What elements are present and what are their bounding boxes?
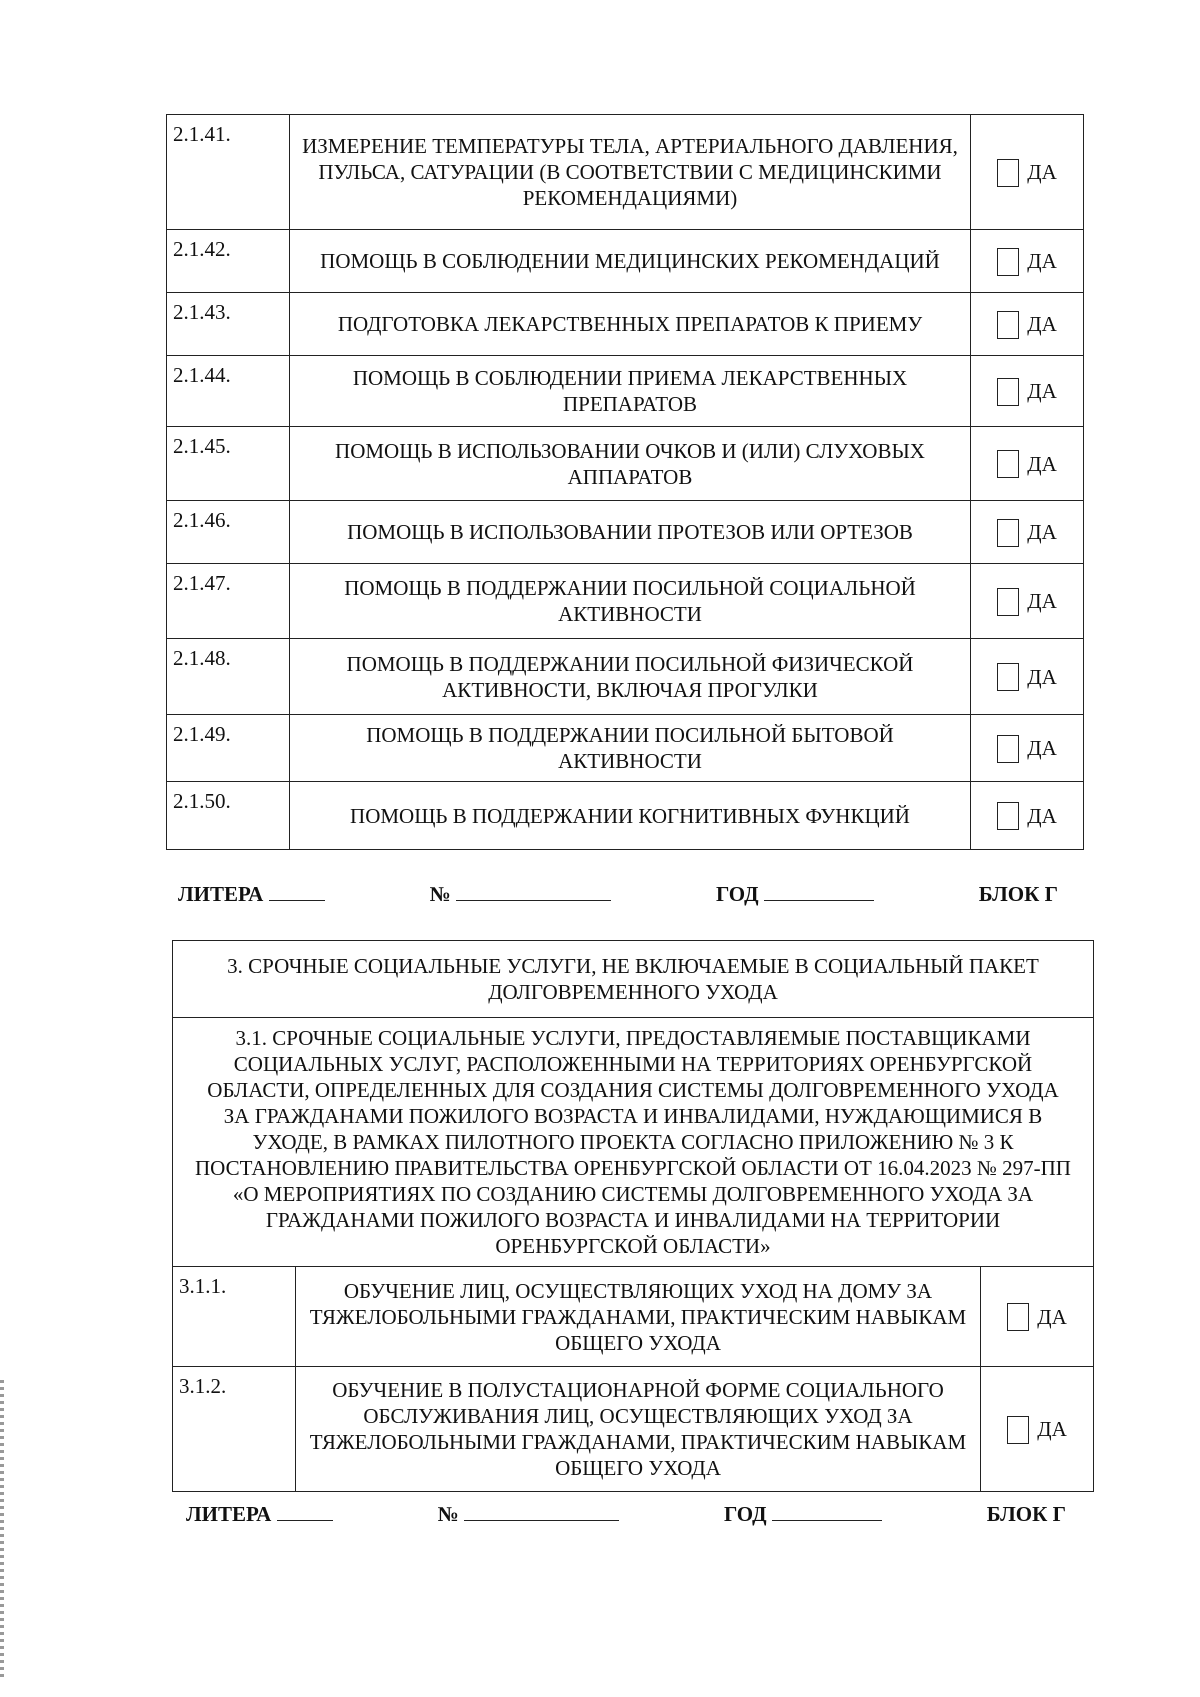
service-number: 2.1.45. — [166, 426, 290, 501]
service-row: 2.1.44. ПОМОЩЬ В СОБЛЮДЕНИИ ПРИЕМА ЛЕКАР… — [166, 355, 1084, 427]
number-field[interactable] — [455, 900, 611, 901]
yes-option[interactable]: ДА — [970, 355, 1084, 427]
yes-option[interactable]: ДА — [970, 229, 1084, 293]
service-row: 3.1.1. ОБУЧЕНИЕ ЛИЦ, ОСУЩЕСТВЛЯЮЩИХ УХОД… — [172, 1266, 1094, 1367]
checkbox[interactable] — [997, 450, 1020, 479]
service-number: 2.1.42. — [166, 229, 290, 293]
yes-label: ДА — [1027, 589, 1057, 614]
year-label: ГОД — [715, 882, 759, 906]
service-name: ПОМОЩЬ В ПОДДЕРЖАНИИ ПОСИЛЬНОЙ ФИЗИЧЕСКО… — [289, 638, 971, 715]
number-label: № — [437, 1502, 459, 1526]
yes-option[interactable]: ДА — [980, 1366, 1094, 1492]
yes-option[interactable]: ДА — [970, 114, 1084, 230]
yes-option[interactable]: ДА — [980, 1266, 1094, 1367]
yes-label: ДА — [1027, 452, 1057, 477]
yes-label: ДА — [1027, 249, 1057, 274]
service-name: ПОМОЩЬ В ПОДДЕРЖАНИИ ПОСИЛЬНОЙ БЫТОВОЙ А… — [289, 714, 971, 782]
service-number: 2.1.44. — [166, 355, 290, 427]
service-number: 3.1.2. — [172, 1366, 296, 1492]
checkbox[interactable] — [997, 158, 1020, 187]
number-label: № — [429, 882, 451, 906]
service-number: 2.1.47. — [166, 563, 290, 639]
service-number: 2.1.48. — [166, 638, 290, 715]
yes-option[interactable]: ДА — [970, 638, 1084, 715]
yes-option[interactable]: ДА — [970, 500, 1084, 564]
subsection-header-row: 3.1. СРОЧНЫЕ СОЦИАЛЬНЫЕ УСЛУГИ, ПРЕДОСТА… — [172, 1017, 1094, 1267]
yes-option[interactable]: ДА — [970, 563, 1084, 639]
service-number: 2.1.46. — [166, 500, 290, 564]
service-row: 2.1.43. ПОДГОТОВКА ЛЕКАРСТВЕННЫХ ПРЕПАРА… — [166, 292, 1084, 356]
year-field[interactable] — [771, 1520, 882, 1521]
yes-label: ДА — [1037, 1417, 1067, 1442]
yes-option[interactable]: ДА — [970, 714, 1084, 782]
checkbox[interactable] — [997, 587, 1020, 616]
service-row: 3.1.2. ОБУЧЕНИЕ В ПОЛУСТАЦИОНАРНОЙ ФОРМЕ… — [172, 1366, 1094, 1492]
form-footer-2: ЛИТЕРА № ГОД БЛОК Г — [186, 1502, 1066, 1527]
checkbox[interactable] — [997, 802, 1020, 831]
checkbox[interactable] — [997, 734, 1020, 763]
section-title: 3. СРОЧНЫЕ СОЦИАЛЬНЫЕ УСЛУГИ, НЕ ВКЛЮЧАЕ… — [172, 940, 1094, 1018]
yes-option[interactable]: ДА — [970, 292, 1084, 356]
service-name: ПОМОЩЬ В ИСПОЛЬЗОВАНИИ ПРОТЕЗОВ ИЛИ ОРТЕ… — [289, 500, 971, 564]
yes-label: ДА — [1027, 520, 1057, 545]
service-number: 2.1.50. — [166, 781, 290, 850]
yes-label: ДА — [1027, 312, 1057, 337]
services-table-2-1: 2.1.41. ИЗМЕРЕНИЕ ТЕМПЕРАТУРЫ ТЕЛА, АРТЕ… — [166, 114, 1084, 850]
service-row: 2.1.47. ПОМОЩЬ В ПОДДЕРЖАНИИ ПОСИЛЬНОЙ С… — [166, 563, 1084, 639]
yes-option[interactable]: ДА — [970, 781, 1084, 850]
number-field[interactable] — [463, 1520, 619, 1521]
service-number: 2.1.41. — [166, 114, 290, 230]
service-name: ПОМОЩЬ В ПОДДЕРЖАНИИ ПОСИЛЬНОЙ СОЦИАЛЬНО… — [289, 563, 971, 639]
form-footer: ЛИТЕРА № ГОД БЛОК Г — [178, 882, 1058, 907]
year-label: ГОД — [723, 1502, 767, 1526]
subsection-title: 3.1. СРОЧНЫЕ СОЦИАЛЬНЫЕ УСЛУГИ, ПРЕДОСТА… — [172, 1017, 1094, 1267]
yes-label: ДА — [1027, 736, 1057, 761]
yes-label: ДА — [1037, 1305, 1067, 1330]
yes-option[interactable]: ДА — [970, 426, 1084, 501]
section-header-row: 3. СРОЧНЫЕ СОЦИАЛЬНЫЕ УСЛУГИ, НЕ ВКЛЮЧАЕ… — [172, 940, 1094, 1018]
service-name: ПОМОЩЬ В ПОДДЕРЖАНИИ КОГНИТИВНЫХ ФУНКЦИЙ — [289, 781, 971, 850]
litera-field[interactable] — [268, 900, 325, 901]
checkbox[interactable] — [997, 247, 1020, 276]
litera-label: ЛИТЕРА — [186, 1502, 272, 1526]
service-number: 2.1.43. — [166, 292, 290, 356]
scan-edge — [0, 1380, 4, 1680]
services-table-3: 3. СРОЧНЫЕ СОЦИАЛЬНЫЕ УСЛУГИ, НЕ ВКЛЮЧАЕ… — [172, 940, 1094, 1492]
yes-label: ДА — [1027, 160, 1057, 185]
checkbox[interactable] — [997, 518, 1020, 547]
yes-label: ДА — [1027, 379, 1057, 404]
checkbox[interactable] — [997, 377, 1020, 406]
checkbox[interactable] — [997, 663, 1020, 692]
checkbox[interactable] — [1007, 1303, 1030, 1332]
block-label: БЛОК Г — [978, 882, 1058, 906]
service-row: 2.1.49. ПОМОЩЬ В ПОДДЕРЖАНИИ ПОСИЛЬНОЙ Б… — [166, 714, 1084, 782]
checkbox[interactable] — [997, 310, 1020, 339]
litera-field[interactable] — [276, 1520, 333, 1521]
service-name: ОБУЧЕНИЕ В ПОЛУСТАЦИОНАРНОЙ ФОРМЕ СОЦИАЛ… — [295, 1366, 981, 1492]
service-number: 3.1.1. — [172, 1266, 296, 1367]
yes-label: ДА — [1027, 804, 1057, 829]
checkbox[interactable] — [1007, 1415, 1030, 1444]
year-field[interactable] — [763, 900, 874, 901]
service-row: 2.1.46. ПОМОЩЬ В ИСПОЛЬЗОВАНИИ ПРОТЕЗОВ … — [166, 500, 1084, 564]
service-name: ПОМОЩЬ В СОБЛЮДЕНИИ МЕДИЦИНСКИХ РЕКОМЕНД… — [289, 229, 971, 293]
service-number: 2.1.49. — [166, 714, 290, 782]
yes-label: ДА — [1027, 665, 1057, 690]
service-name: ОБУЧЕНИЕ ЛИЦ, ОСУЩЕСТВЛЯЮЩИХ УХОД НА ДОМ… — [295, 1266, 981, 1367]
service-row: 2.1.50. ПОМОЩЬ В ПОДДЕРЖАНИИ КОГНИТИВНЫХ… — [166, 781, 1084, 850]
service-row: 2.1.48. ПОМОЩЬ В ПОДДЕРЖАНИИ ПОСИЛЬНОЙ Ф… — [166, 638, 1084, 715]
service-name: ПОМОЩЬ В СОБЛЮДЕНИИ ПРИЕМА ЛЕКАРСТВЕННЫХ… — [289, 355, 971, 427]
service-name: ПОДГОТОВКА ЛЕКАРСТВЕННЫХ ПРЕПАРАТОВ К ПР… — [289, 292, 971, 356]
service-row: 2.1.42. ПОМОЩЬ В СОБЛЮДЕНИИ МЕДИЦИНСКИХ … — [166, 229, 1084, 293]
service-name: ПОМОЩЬ В ИСПОЛЬЗОВАНИИ ОЧКОВ И (ИЛИ) СЛУ… — [289, 426, 971, 501]
service-row: 2.1.41. ИЗМЕРЕНИЕ ТЕМПЕРАТУРЫ ТЕЛА, АРТЕ… — [166, 114, 1084, 230]
service-name: ИЗМЕРЕНИЕ ТЕМПЕРАТУРЫ ТЕЛА, АРТЕРИАЛЬНОГ… — [289, 114, 971, 230]
service-row: 2.1.45. ПОМОЩЬ В ИСПОЛЬЗОВАНИИ ОЧКОВ И (… — [166, 426, 1084, 501]
litera-label: ЛИТЕРА — [178, 882, 264, 906]
block-label: БЛОК Г — [986, 1502, 1066, 1526]
